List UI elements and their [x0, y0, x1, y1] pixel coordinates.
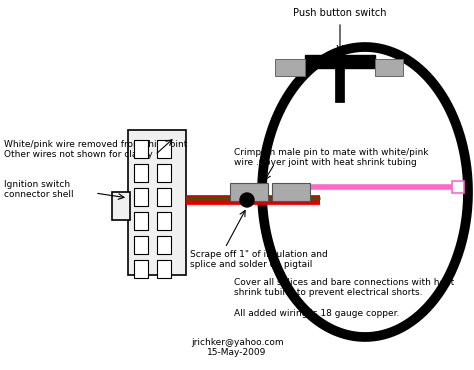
Bar — [112, 192, 130, 220]
Bar — [157, 212, 171, 230]
Text: jrichker@yahoo.com
15-May-2009: jrichker@yahoo.com 15-May-2009 — [191, 338, 283, 357]
Bar — [157, 236, 171, 254]
Bar — [134, 140, 148, 158]
Bar — [157, 140, 171, 158]
Bar — [230, 183, 268, 201]
Bar — [452, 181, 464, 193]
Bar — [134, 188, 148, 206]
Bar — [157, 188, 171, 206]
Text: Crimp on male pin to mate with white/pink
wire .Cover joint with heat shrink tub: Crimp on male pin to mate with white/pin… — [234, 148, 428, 167]
Text: Push button switch: Push button switch — [293, 8, 387, 18]
Text: Scrape off 1" of insulation and
splice and solder on pigtail: Scrape off 1" of insulation and splice a… — [190, 250, 328, 269]
Bar — [134, 260, 148, 278]
Text: Ignition switch
connector shell: Ignition switch connector shell — [4, 180, 73, 199]
Bar — [272, 183, 310, 201]
Circle shape — [240, 193, 254, 207]
Bar — [134, 164, 148, 182]
Text: White/pink wire removed from this point
Other wires not shown for clarity: White/pink wire removed from this point … — [4, 140, 187, 159]
Text: Cover all splices and bare connections with heat
shrink tubing to prevent electr: Cover all splices and bare connections w… — [234, 278, 454, 318]
Bar — [134, 212, 148, 230]
Bar — [134, 236, 148, 254]
Bar — [128, 130, 186, 275]
Bar — [375, 59, 403, 76]
Bar — [275, 59, 305, 76]
Bar — [157, 260, 171, 278]
Bar — [305, 55, 375, 68]
Bar — [157, 164, 171, 182]
